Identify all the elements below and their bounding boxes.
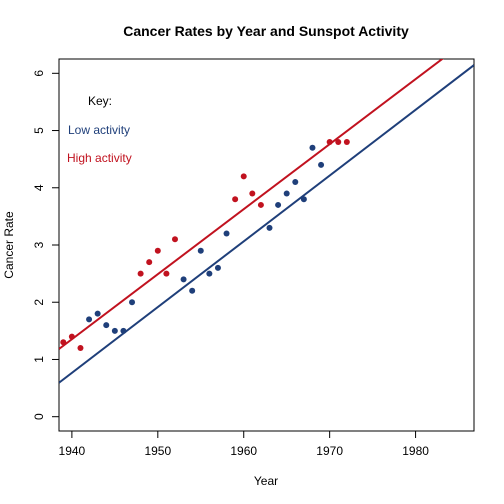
data-point-high-activity — [137, 270, 144, 277]
data-point-high-activity — [60, 339, 67, 346]
data-point-high-activity — [249, 190, 256, 197]
data-point-low-activity — [111, 327, 118, 334]
data-point-low-activity — [292, 179, 299, 186]
data-point-high-activity — [240, 173, 247, 180]
x-tick-label: 1950 — [144, 444, 171, 458]
plot-frame — [58, 58, 475, 432]
data-point-low-activity — [309, 144, 316, 151]
data-point-low-activity — [275, 201, 282, 208]
data-point-low-activity — [197, 247, 204, 254]
data-point-low-activity — [189, 287, 196, 294]
data-point-low-activity — [86, 316, 93, 323]
data-point-high-activity — [343, 138, 350, 145]
y-tick-label: 0 — [32, 413, 46, 420]
legend-entry-low-activity: Low activity — [68, 123, 130, 137]
x-tick-label: 1980 — [402, 444, 429, 458]
fit-line-high-activity — [59, 59, 444, 350]
y-tick-label: 1 — [32, 356, 46, 363]
data-point-high-activity — [171, 236, 178, 243]
legend: Key: Low activity High activity — [67, 94, 132, 165]
x-axis-label: Year — [254, 474, 278, 488]
data-point-high-activity — [163, 270, 170, 277]
data-point-low-activity — [223, 230, 230, 237]
y-axis-label: Cancer Rate — [2, 211, 16, 279]
data-point-low-activity — [120, 327, 127, 334]
data-point-high-activity — [146, 259, 153, 266]
data-point-high-activity — [232, 196, 239, 203]
data-point-low-activity — [266, 224, 273, 231]
data-point-high-activity — [77, 345, 84, 352]
x-tick-label: 1940 — [59, 444, 86, 458]
data-point-low-activity — [283, 190, 290, 197]
data-point-low-activity — [180, 276, 187, 283]
data-point-high-activity — [154, 247, 161, 254]
data-point-low-activity — [318, 161, 325, 168]
y-tick-label: 4 — [32, 184, 46, 191]
chart-title: Cancer Rates by Year and Sunspot Activit… — [123, 23, 409, 39]
data-point-low-activity — [300, 196, 307, 203]
x-axis: 1940 1950 1960 1970 1980 — [59, 431, 429, 458]
data-point-high-activity — [326, 138, 333, 145]
y-axis: 0 1 2 3 4 5 6 — [32, 70, 59, 420]
series-high-activity — [59, 59, 444, 352]
y-tick-label: 3 — [32, 241, 46, 248]
y-tick-label: 2 — [32, 299, 46, 306]
data-point-high-activity — [257, 201, 264, 208]
fit-line-low-activity — [59, 64, 474, 384]
data-point-high-activity — [68, 333, 75, 340]
data-point-high-activity — [335, 138, 342, 145]
data-point-low-activity — [103, 322, 110, 329]
series-low-activity — [59, 64, 474, 384]
x-tick-label: 1970 — [316, 444, 343, 458]
data-point-low-activity — [129, 299, 136, 306]
y-tick-label: 5 — [32, 127, 46, 134]
data-point-low-activity — [206, 270, 213, 277]
y-tick-label: 6 — [32, 70, 46, 77]
plot-area — [59, 59, 474, 384]
data-point-low-activity — [214, 264, 221, 271]
data-point-low-activity — [94, 310, 101, 317]
x-tick-label: 1960 — [230, 444, 257, 458]
legend-title: Key: — [88, 94, 112, 108]
legend-entry-high-activity: High activity — [67, 151, 132, 165]
